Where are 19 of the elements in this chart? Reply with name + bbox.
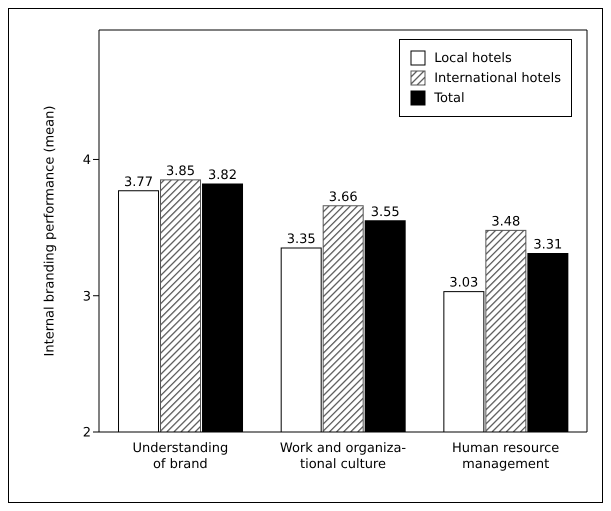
data-label: 3.82 bbox=[208, 168, 237, 183]
y-tick-label: 4 bbox=[82, 153, 91, 168]
data-label: 3.03 bbox=[449, 276, 478, 291]
data-label: 3.55 bbox=[370, 204, 400, 220]
x-tick-label: Understanding of brand bbox=[132, 441, 228, 472]
data-label: 3.77 bbox=[124, 174, 153, 190]
x-tick-label: Work and organiza- tional culture bbox=[280, 441, 406, 472]
data-label: 3.85 bbox=[166, 164, 195, 179]
y-tick-label: 2 bbox=[82, 426, 91, 441]
legend-label: International hotels bbox=[434, 70, 561, 86]
y-axis-title: Internal branding performance (mean) bbox=[42, 106, 58, 356]
data-label: 3.48 bbox=[491, 214, 520, 230]
data-label: 3.31 bbox=[533, 237, 562, 252]
legend-label: Total bbox=[434, 90, 465, 106]
x-tick-label: Human resource management bbox=[452, 441, 560, 472]
data-label: 3.35 bbox=[286, 232, 316, 248]
data-label: 3.66 bbox=[328, 190, 358, 205]
legend-label: Local hotels bbox=[434, 50, 512, 66]
y-tick-label: 3 bbox=[82, 289, 91, 304]
